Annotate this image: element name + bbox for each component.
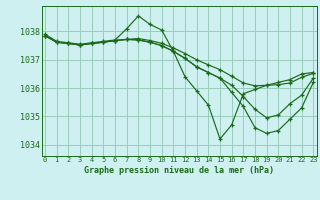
X-axis label: Graphe pression niveau de la mer (hPa): Graphe pression niveau de la mer (hPa) — [84, 166, 274, 175]
